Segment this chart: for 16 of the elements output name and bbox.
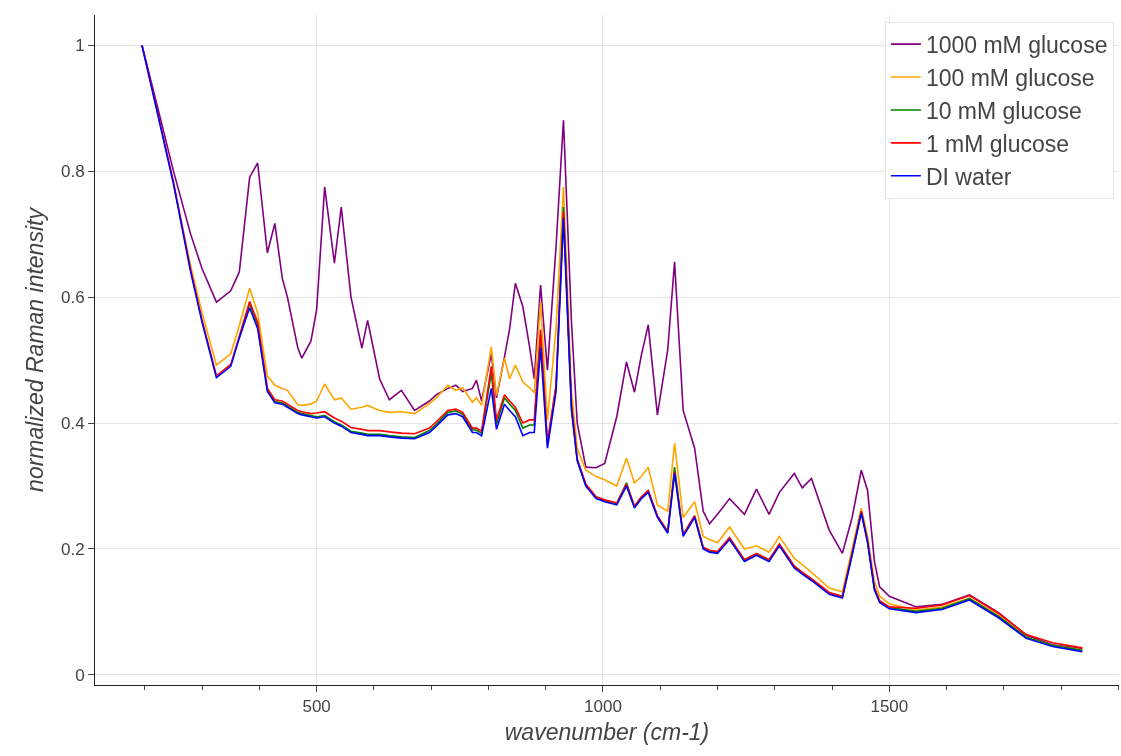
legend-label: 100 mM glucose	[925, 65, 1095, 92]
y-tick-label: 0.4	[60, 414, 85, 433]
legend-label: 1 mM glucose	[925, 130, 1070, 157]
x-tick-label: 500	[302, 697, 331, 717]
y-tick-label: 0.2	[60, 539, 85, 559]
x-tick-label: 1500	[870, 697, 909, 717]
y-tick-label: 0.6	[60, 288, 85, 308]
y-tick-label: 0	[75, 665, 85, 685]
y-tick-label: 0.8	[60, 162, 85, 182]
legend-label: 1000 mM glucose	[925, 32, 1108, 59]
x-axis-title: wavenumber (cm-1)	[504, 719, 710, 745]
legend-label: DI water	[925, 163, 1012, 190]
y-tick-label: 1	[75, 36, 85, 56]
x-tick-label: 1000	[584, 697, 622, 717]
y-axis-title: normalized Raman intensity	[22, 206, 49, 492]
legend-label: 10 mM glucose	[925, 97, 1082, 124]
